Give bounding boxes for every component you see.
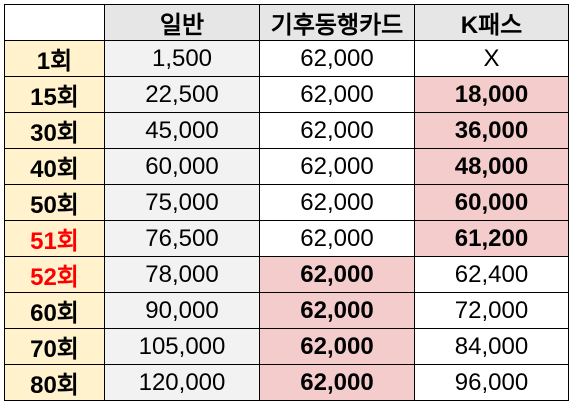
regular-fare-cell[interactable]: 76,500 (104, 220, 260, 257)
k-pass-cell[interactable]: 62,400 (414, 256, 569, 293)
climate-card-cell[interactable]: 62,000 (259, 220, 415, 257)
table-row: 30회 45,000 62,000 36,000 (4, 112, 569, 149)
regular-fare-cell[interactable]: 75,000 (104, 184, 260, 221)
k-pass-cell[interactable]: 61,200 (414, 220, 569, 257)
climate-card-cell[interactable]: 62,000 (259, 40, 415, 77)
row-label[interactable]: 51회 (4, 220, 105, 257)
table-row: 52회 78,000 62,000 62,400 (4, 256, 569, 293)
row-label[interactable]: 40회 (4, 148, 105, 185)
table-row: 50회 75,000 62,000 60,000 (4, 184, 569, 221)
table-row: 70회 105,000 62,000 84,000 (4, 328, 569, 365)
climate-card-cell[interactable]: 62,000 (259, 112, 415, 149)
header-climate-card[interactable]: 기후동행카드 (259, 4, 415, 41)
fare-comparison-table: 일반 기후동행카드 K패스 1회 1,500 62,000 X 15회 22,5… (4, 4, 569, 401)
header-regular[interactable]: 일반 (104, 4, 260, 41)
table-row: 60회 90,000 62,000 72,000 (4, 292, 569, 329)
regular-fare-cell[interactable]: 78,000 (104, 256, 260, 293)
climate-card-cell[interactable]: 62,000 (259, 328, 415, 365)
table-row: 40회 60,000 62,000 48,000 (4, 148, 569, 185)
climate-card-cell[interactable]: 62,000 (259, 292, 415, 329)
row-label[interactable]: 70회 (4, 328, 105, 365)
k-pass-cell[interactable]: 60,000 (414, 184, 569, 221)
row-label[interactable]: 52회 (4, 256, 105, 293)
table-row: 1회 1,500 62,000 X (4, 40, 569, 77)
header-row: 일반 기후동행카드 K패스 (4, 4, 569, 41)
k-pass-cell[interactable]: 48,000 (414, 148, 569, 185)
row-label[interactable]: 60회 (4, 292, 105, 329)
regular-fare-cell[interactable]: 45,000 (104, 112, 260, 149)
corner-cell (4, 4, 105, 41)
k-pass-cell[interactable]: 18,000 (414, 76, 569, 113)
k-pass-cell[interactable]: 36,000 (414, 112, 569, 149)
table-row: 15회 22,500 62,000 18,000 (4, 76, 569, 113)
climate-card-cell[interactable]: 62,000 (259, 364, 415, 401)
regular-fare-cell[interactable]: 1,500 (104, 40, 260, 77)
row-label[interactable]: 80회 (4, 364, 105, 401)
regular-fare-cell[interactable]: 105,000 (104, 328, 260, 365)
climate-card-cell[interactable]: 62,000 (259, 184, 415, 221)
regular-fare-cell[interactable]: 120,000 (104, 364, 260, 401)
k-pass-cell[interactable]: X (414, 40, 569, 77)
row-label[interactable]: 1회 (4, 40, 105, 77)
table-row: 80회 120,000 62,000 96,000 (4, 364, 569, 401)
k-pass-cell[interactable]: 84,000 (414, 328, 569, 365)
header-k-pass[interactable]: K패스 (414, 4, 569, 41)
regular-fare-cell[interactable]: 22,500 (104, 76, 260, 113)
k-pass-cell[interactable]: 96,000 (414, 364, 569, 401)
climate-card-cell[interactable]: 62,000 (259, 148, 415, 185)
climate-card-cell[interactable]: 62,000 (259, 256, 415, 293)
table-row: 51회 76,500 62,000 61,200 (4, 220, 569, 257)
regular-fare-cell[interactable]: 60,000 (104, 148, 260, 185)
regular-fare-cell[interactable]: 90,000 (104, 292, 260, 329)
k-pass-cell[interactable]: 72,000 (414, 292, 569, 329)
row-label[interactable]: 15회 (4, 76, 105, 113)
row-label[interactable]: 50회 (4, 184, 105, 221)
row-label[interactable]: 30회 (4, 112, 105, 149)
climate-card-cell[interactable]: 62,000 (259, 76, 415, 113)
